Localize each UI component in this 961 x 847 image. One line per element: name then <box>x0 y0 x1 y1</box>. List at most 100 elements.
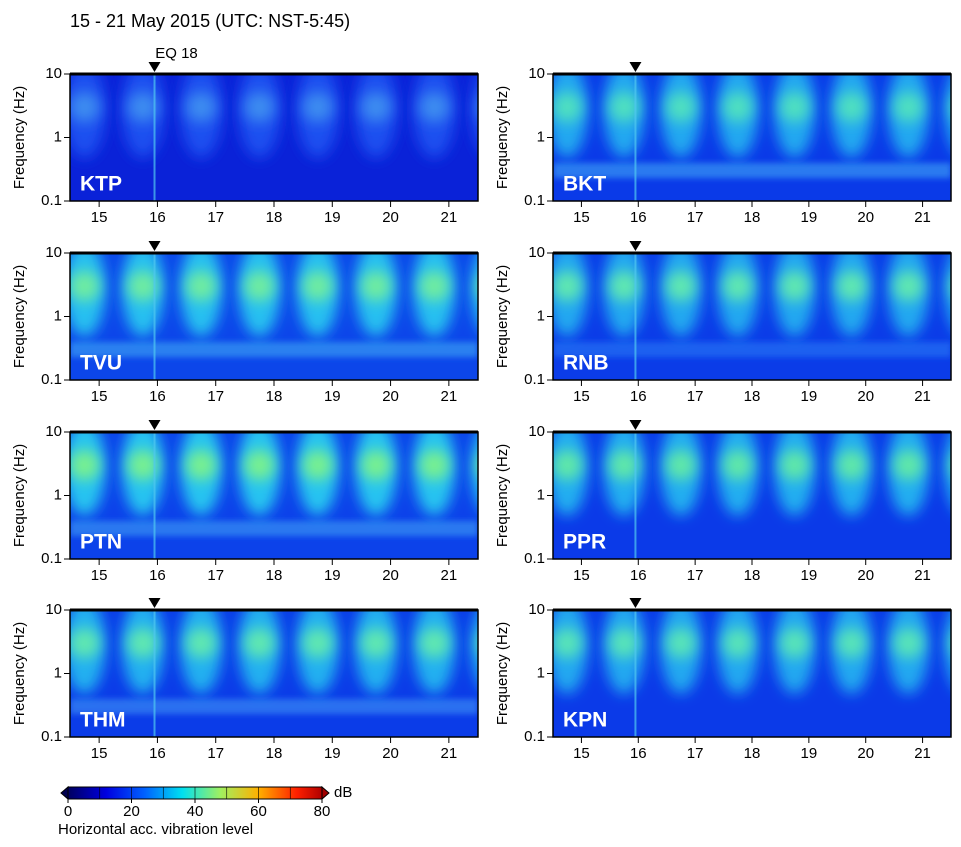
daily-noise-core <box>419 270 450 302</box>
daily-noise-core <box>779 91 810 123</box>
daily-noise-core <box>950 460 951 470</box>
x-tick-label: 16 <box>630 745 647 762</box>
y-tick-label: 0.1 <box>41 192 62 209</box>
y-axis-label: Frequency (Hz) <box>494 86 511 189</box>
daily-noise <box>471 74 478 145</box>
station-label: PTN <box>80 531 122 554</box>
event-marker <box>148 241 161 251</box>
y-tick-label: 1 <box>54 664 62 681</box>
x-tick-label: 20 <box>857 209 874 226</box>
x-tick-label: 21 <box>441 388 458 405</box>
x-tick-label: 19 <box>324 567 341 584</box>
daily-noise-core <box>244 270 275 302</box>
daily-noise <box>471 432 478 503</box>
daily-noise-core <box>70 627 100 659</box>
y-tick-label: 10 <box>45 601 62 618</box>
colorbar-tick-label: 20 <box>123 803 140 820</box>
noise-band <box>70 520 478 537</box>
daily-noise-core <box>70 91 100 123</box>
x-tick-label: 18 <box>266 209 283 226</box>
daily-noise-core <box>609 449 639 481</box>
y-tick-label: 10 <box>45 423 62 440</box>
x-tick-label: 20 <box>857 567 874 584</box>
spectrogram <box>553 610 951 737</box>
x-tick-label: 21 <box>441 209 458 226</box>
station-label: TVU <box>80 352 122 375</box>
spectrogram <box>70 610 478 737</box>
daily-noise-core <box>185 449 217 481</box>
daily-noise-core <box>609 91 639 123</box>
daily-noise-core <box>893 627 924 659</box>
y-tick-label: 0.1 <box>524 728 545 745</box>
daily-noise-core <box>553 91 582 123</box>
station-label: KPN <box>563 709 607 732</box>
x-tick-label: 21 <box>914 209 931 226</box>
daily-noise-core <box>360 270 392 302</box>
x-tick-label: 20 <box>382 209 399 226</box>
y-tick-label: 1 <box>537 128 545 145</box>
x-tick-label: 17 <box>207 567 224 584</box>
x-tick-label: 16 <box>630 209 647 226</box>
x-tick-label: 16 <box>149 388 166 405</box>
x-tick-label: 19 <box>324 388 341 405</box>
daily-noise-core <box>360 449 392 481</box>
daily-noise-core <box>723 91 753 123</box>
colorbar-high <box>321 785 330 801</box>
x-tick-label: 18 <box>744 745 761 762</box>
y-tick-label: 0.1 <box>41 550 62 567</box>
x-tick-label: 21 <box>914 388 931 405</box>
daily-noise <box>471 253 478 324</box>
spectrogram <box>553 432 951 559</box>
x-tick-label: 17 <box>207 745 224 762</box>
x-tick-label: 19 <box>801 745 818 762</box>
daily-noise-core <box>666 449 696 481</box>
y-tick-label: 0.1 <box>524 550 545 567</box>
x-tick-label: 17 <box>207 209 224 226</box>
daily-noise-core <box>185 270 217 302</box>
x-tick-label: 15 <box>573 388 590 405</box>
x-tick-label: 16 <box>630 388 647 405</box>
daily-noise-core <box>302 627 333 659</box>
spectrogram <box>70 432 478 559</box>
station-label: RNB <box>563 352 609 375</box>
daily-noise-core <box>779 627 810 659</box>
daily-noise-core <box>723 270 753 302</box>
daily-noise-core <box>666 627 696 659</box>
noise-band <box>70 341 478 358</box>
y-tick-label: 1 <box>537 307 545 324</box>
y-tick-label: 10 <box>528 423 545 440</box>
colorbar-low <box>60 785 69 801</box>
y-axis-label: Frequency (Hz) <box>494 622 511 725</box>
x-tick-label: 16 <box>149 209 166 226</box>
station-label: BKT <box>563 173 606 196</box>
x-tick-label: 17 <box>687 745 704 762</box>
y-tick-label: 10 <box>528 244 545 261</box>
station-label: KTP <box>80 173 122 196</box>
noise-band <box>553 162 951 179</box>
x-tick-label: 16 <box>630 567 647 584</box>
daily-noise-core <box>127 270 159 302</box>
x-tick-label: 18 <box>744 209 761 226</box>
spectrogram <box>70 74 478 201</box>
event-label: EQ 18 <box>155 45 198 62</box>
daily-noise-core <box>779 449 810 481</box>
daily-noise-core <box>244 449 275 481</box>
daily-noise-core <box>893 91 924 123</box>
x-tick-label: 18 <box>266 388 283 405</box>
daily-noise <box>471 610 478 681</box>
daily-noise <box>944 610 951 681</box>
y-tick-label: 10 <box>45 65 62 82</box>
x-tick-label: 18 <box>266 567 283 584</box>
y-axis-label: Frequency (Hz) <box>11 265 28 368</box>
spectrogram <box>553 74 951 201</box>
station-label: PPR <box>563 531 606 554</box>
daily-noise-core <box>666 91 696 123</box>
y-tick-label: 10 <box>528 65 545 82</box>
x-tick-label: 20 <box>857 388 874 405</box>
daily-noise-core <box>609 627 639 659</box>
noise-band <box>553 341 951 358</box>
daily-noise-core <box>244 627 275 659</box>
daily-noise-core <box>950 638 951 648</box>
daily-noise-core <box>836 449 867 481</box>
